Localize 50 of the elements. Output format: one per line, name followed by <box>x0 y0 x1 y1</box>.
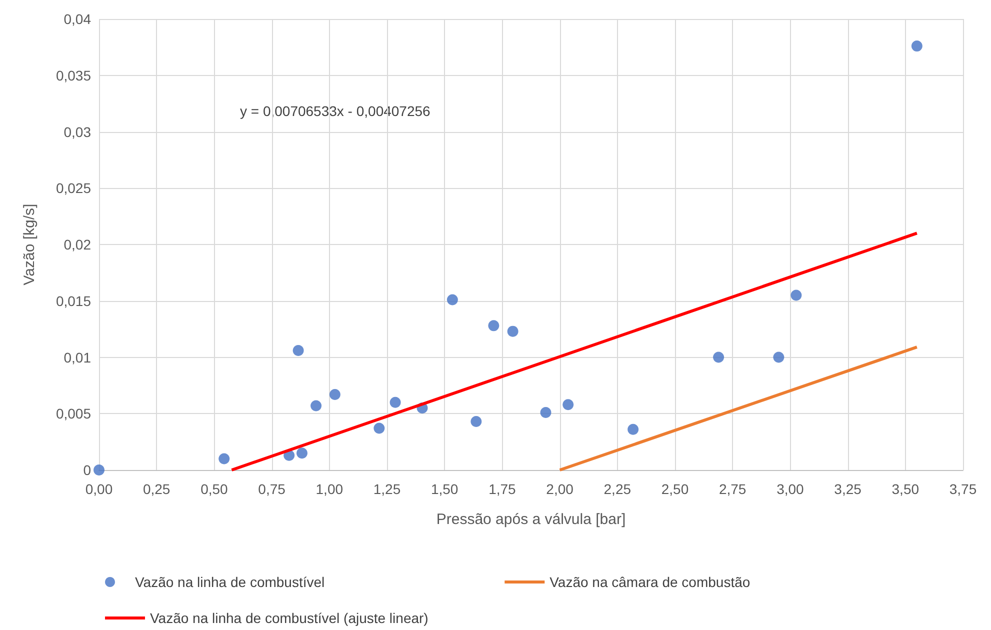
legend-label: Vazão na linha de combustível (ajuste linear) <box>150 610 428 626</box>
point <box>329 388 340 400</box>
y-tick-label: 0,02 <box>64 236 92 252</box>
point <box>374 422 385 434</box>
legend-label: Vazão na câmara de combustão <box>550 574 750 590</box>
y-tick-label: 0,025 <box>56 180 92 196</box>
point <box>562 399 574 410</box>
x-tick-label: 0,00 <box>85 481 113 497</box>
point <box>911 40 922 52</box>
x-tick-label: 2,75 <box>718 481 746 497</box>
point <box>507 326 518 337</box>
point <box>218 453 230 464</box>
legend-label: Vazão na linha de combustível <box>135 574 325 590</box>
x-tick-label: 1,25 <box>373 481 401 497</box>
point <box>292 344 304 356</box>
y-tick-label: 0,035 <box>56 67 92 84</box>
point <box>488 320 500 332</box>
y-tick-label: 0,04 <box>64 11 92 27</box>
annotation: y = 0,00706533x - 0,00407256 <box>240 103 431 119</box>
point <box>296 448 308 459</box>
point <box>390 396 401 408</box>
point <box>773 352 784 363</box>
x-tick-label: 2,25 <box>604 481 632 497</box>
y-tick-label: 0,03 <box>64 124 92 140</box>
point <box>446 294 458 306</box>
x-tick-label: 1,75 <box>488 481 516 497</box>
y-tick-label: 0,015 <box>56 292 92 309</box>
x-tick-label: 0,50 <box>200 481 228 497</box>
x-axis-title: Pressão após a válvula [bar] <box>436 511 626 528</box>
y-tick-label: 0 <box>83 462 92 478</box>
y-axis-title: Vazão [kg/s] <box>21 204 38 286</box>
x-tick-label: 2,00 <box>546 481 574 497</box>
y-tick-label: 0,01 <box>64 349 92 366</box>
y-tick-label: 0,005 <box>56 406 92 422</box>
x-tick-label: 3,00 <box>776 481 804 497</box>
x-tick-label: 0,25 <box>142 481 170 497</box>
x-tick-label: 1,50 <box>430 481 458 497</box>
x-tick-label: 1,00 <box>316 481 344 497</box>
point <box>540 407 552 418</box>
point <box>713 352 724 363</box>
x-tick-label: 3,75 <box>949 481 977 497</box>
x-tick-label: 0,75 <box>258 481 286 497</box>
point <box>790 290 802 301</box>
point <box>310 400 322 412</box>
x-tick-label: 3,25 <box>834 481 862 497</box>
point <box>94 464 104 476</box>
point <box>628 424 639 435</box>
x-tick-label: 2,50 <box>661 481 689 497</box>
x-tick-label: 3,50 <box>892 481 920 497</box>
point <box>470 416 482 428</box>
